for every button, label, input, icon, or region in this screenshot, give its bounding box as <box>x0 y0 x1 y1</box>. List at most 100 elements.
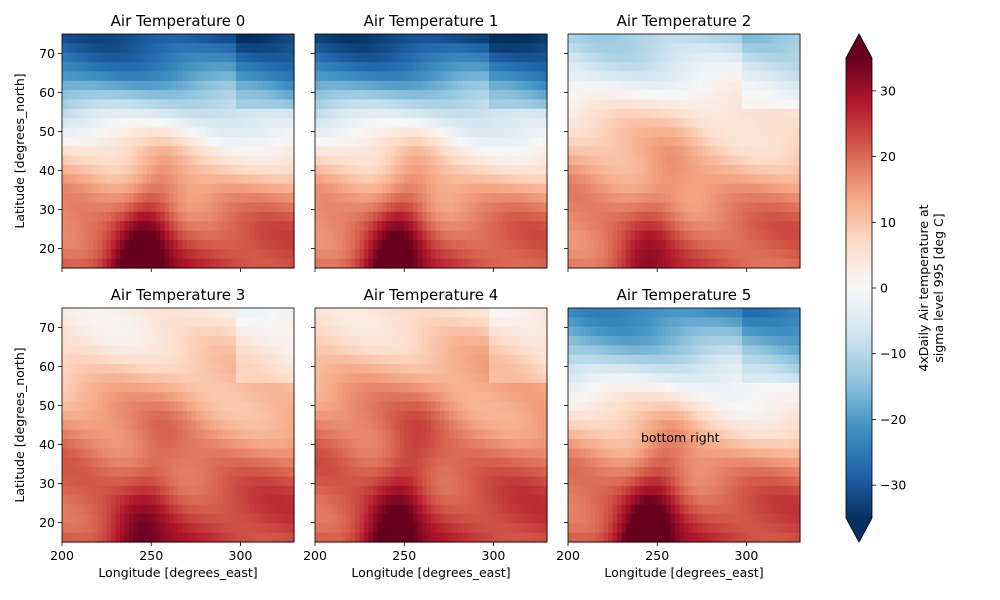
heatmap-cell <box>764 183 770 194</box>
heatmap-cell <box>128 118 134 129</box>
heatmap-cell <box>675 136 681 147</box>
heatmap-cell <box>773 127 779 138</box>
heatmap-cell <box>576 90 582 101</box>
heatmap-cell <box>759 221 765 232</box>
heatmap-cell <box>572 193 578 204</box>
heatmap-cell <box>106 90 112 101</box>
heatmap-cell <box>728 43 734 54</box>
heatmap-cell <box>285 155 291 166</box>
heatmap-cell <box>337 174 343 185</box>
heatmap-cell <box>759 258 765 269</box>
heatmap-cell <box>692 202 698 213</box>
heatmap-cell <box>679 62 685 73</box>
heatmap-cell <box>782 174 788 185</box>
heatmap-cell <box>182 99 188 110</box>
heatmap-cell <box>97 485 103 496</box>
heatmap-cell <box>502 155 508 166</box>
heatmap-cell <box>70 127 76 138</box>
heatmap-cell <box>111 429 117 440</box>
heatmap-cell <box>155 62 161 73</box>
heatmap-cell <box>319 211 325 222</box>
heatmap-cell <box>777 249 783 260</box>
heatmap-cell <box>670 211 676 222</box>
heatmap-cell <box>280 420 286 431</box>
heatmap-cell <box>102 439 108 449</box>
heatmap-cell <box>222 90 228 101</box>
heatmap-cell <box>262 193 268 204</box>
heatmap-cell <box>133 239 139 250</box>
heatmap-cell <box>404 90 410 101</box>
heatmap-cell <box>612 43 618 54</box>
heatmap-cell <box>200 155 206 166</box>
heatmap-cell <box>489 80 495 91</box>
heatmap-cell <box>782 108 788 119</box>
heatmap-cell <box>146 174 152 185</box>
heatmap-cell <box>227 467 233 478</box>
heatmap-cell <box>590 52 596 63</box>
heatmap-cell <box>262 373 268 384</box>
heatmap-cell <box>79 183 85 194</box>
heatmap-cell <box>515 99 521 110</box>
heatmap-cell <box>267 401 273 412</box>
heatmap-cell <box>706 71 712 82</box>
heatmap-cell <box>236 392 242 403</box>
heatmap-cell <box>155 258 161 269</box>
heatmap-cell <box>200 448 206 459</box>
heatmap-cell <box>200 317 206 328</box>
heatmap-cell <box>258 410 264 421</box>
heatmap-cell <box>222 429 228 440</box>
heatmap-cell <box>164 354 170 365</box>
heatmap-cell <box>97 420 103 431</box>
heatmap-cell <box>630 258 636 269</box>
heatmap-cell <box>155 410 161 421</box>
heatmap-cell <box>267 317 273 328</box>
heatmap-cell <box>431 202 437 213</box>
heatmap-cell <box>285 485 291 496</box>
heatmap-cell <box>84 174 90 185</box>
heatmap-cell <box>173 239 179 250</box>
heatmap-cell <box>417 99 423 110</box>
heatmap-cell <box>191 118 197 129</box>
heatmap-cell <box>88 239 94 250</box>
heatmap-cell <box>585 211 591 222</box>
heatmap-cell <box>102 136 108 147</box>
heatmap-cell <box>489 155 495 166</box>
heatmap-cell <box>408 165 414 175</box>
heatmap-cell <box>652 80 658 91</box>
heatmap-cell <box>413 52 419 63</box>
heatmap-cell <box>524 193 530 204</box>
heatmap-cell <box>399 211 405 222</box>
heatmap-cell <box>634 258 640 269</box>
heatmap-cell <box>489 183 495 194</box>
heatmap-cell <box>195 211 201 222</box>
heatmap-cell <box>111 410 117 421</box>
heatmap-cell <box>115 382 121 393</box>
heatmap-cell <box>231 146 237 157</box>
heatmap-cell <box>97 221 103 232</box>
heatmap-cell <box>102 43 108 54</box>
heatmap-cell <box>697 202 703 213</box>
heatmap-cell <box>178 239 184 250</box>
heatmap-cell <box>489 221 495 232</box>
heatmap-cell <box>448 183 454 194</box>
heatmap-cell <box>408 127 414 138</box>
heatmap-cell <box>462 99 468 110</box>
heatmap-cell <box>337 108 343 119</box>
heatmap-cell <box>182 373 188 384</box>
heatmap-cell <box>218 230 224 241</box>
heatmap-cell <box>200 43 206 54</box>
heatmap-cell <box>661 43 667 54</box>
heatmap-cell <box>315 230 321 241</box>
heatmap-cell <box>359 146 365 157</box>
heatmap-cell <box>795 118 801 129</box>
heatmap-cell <box>502 99 508 110</box>
heatmap-cell <box>137 429 143 440</box>
heatmap-cell <box>538 165 544 175</box>
heatmap-cell <box>439 71 445 82</box>
heatmap-cell <box>253 420 259 431</box>
heatmap-cell <box>120 239 126 250</box>
heatmap-cell <box>422 80 428 91</box>
heatmap-cell <box>102 392 108 403</box>
heatmap-cell <box>791 174 797 185</box>
heatmap-cell <box>151 165 157 175</box>
